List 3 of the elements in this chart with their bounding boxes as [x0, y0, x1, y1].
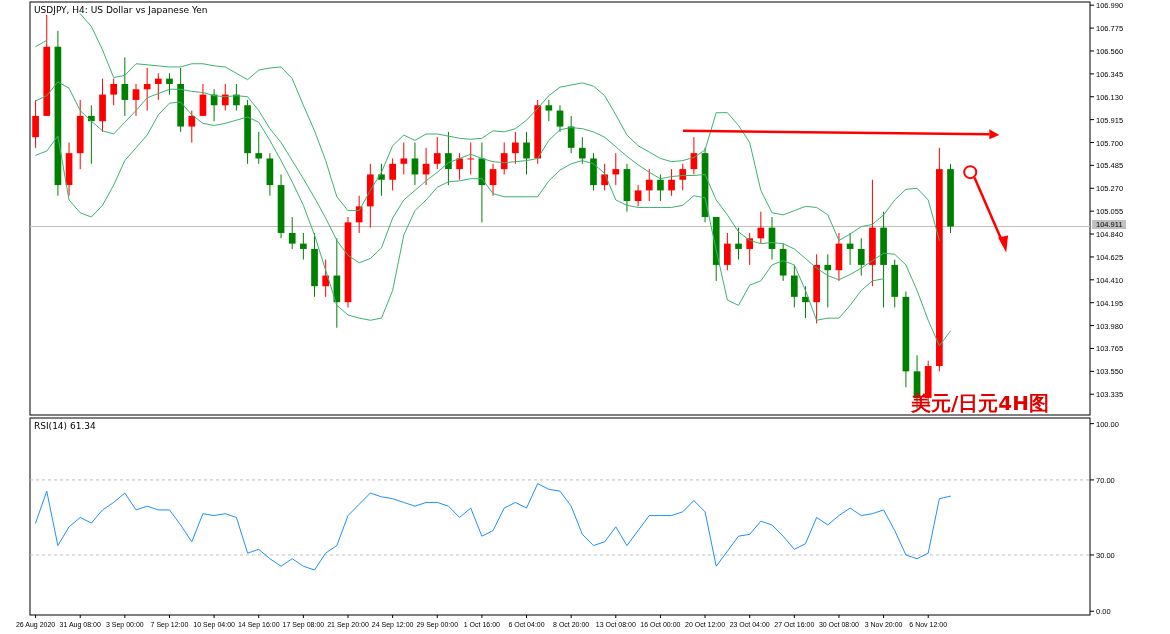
chart-title: RSI(14) 61.34: [34, 421, 96, 431]
annotation: 美元/日元4H图: [910, 391, 1049, 415]
chart-title: USDJPY, H4: US Dollar vs Japanese Yen: [34, 5, 208, 15]
